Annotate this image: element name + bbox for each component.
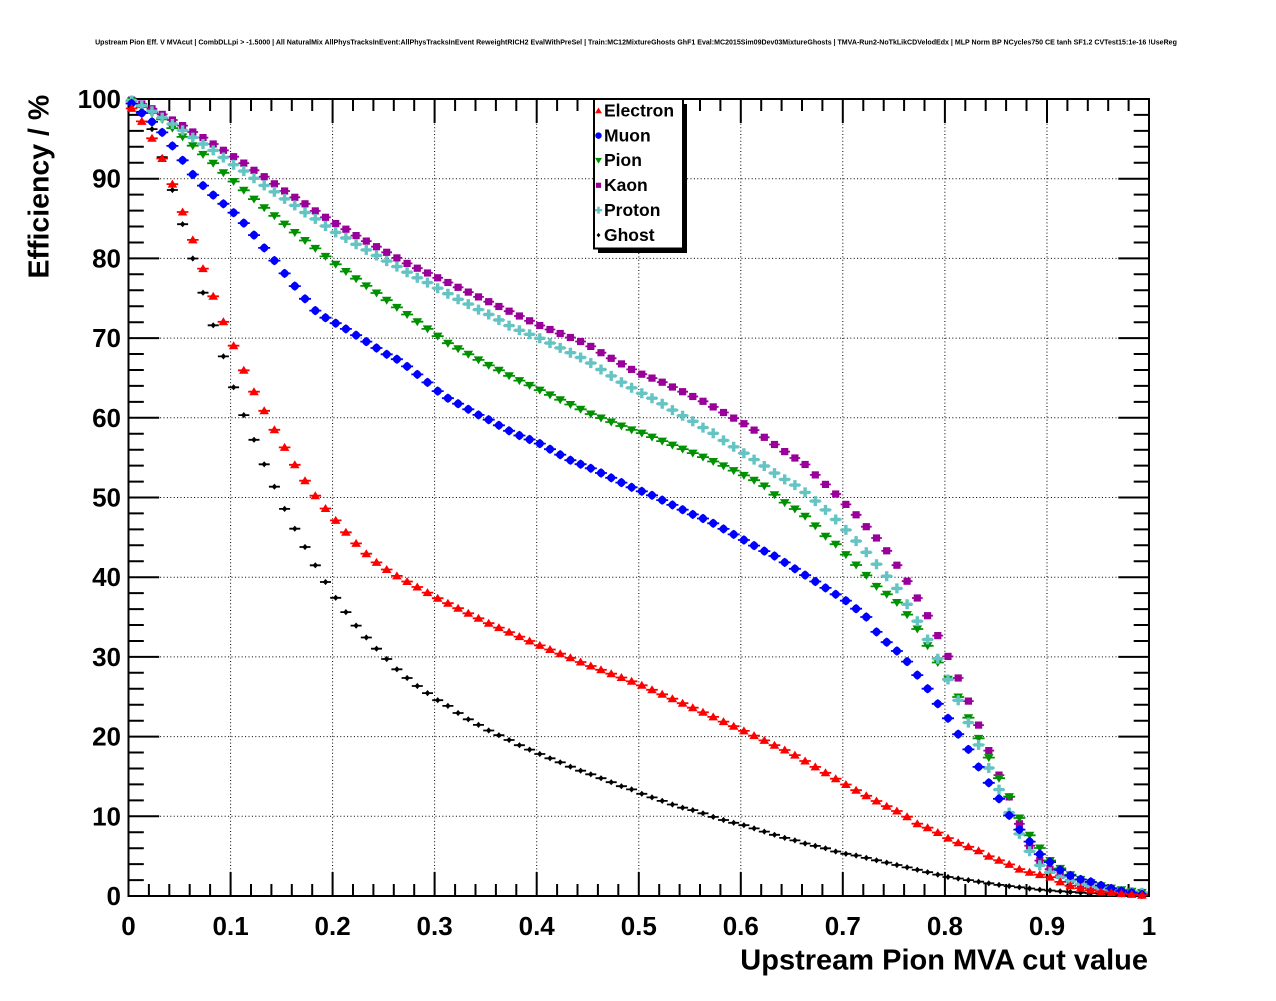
svg-text:Pion: Pion [604,150,642,170]
svg-text:0: 0 [107,881,121,911]
svg-text:0.5: 0.5 [621,911,657,941]
svg-text:Upstream Pion MVA cut value: Upstream Pion MVA cut value [740,945,1148,977]
svg-text:Proton: Proton [604,200,660,220]
svg-text:Electron: Electron [604,100,674,120]
svg-text:70: 70 [92,323,121,353]
svg-text:0.1: 0.1 [213,911,249,941]
svg-text:0.9: 0.9 [1029,911,1065,941]
svg-text:0.3: 0.3 [417,911,453,941]
svg-text:60: 60 [92,403,121,433]
svg-text:90: 90 [92,164,121,194]
svg-text:Upstream Pion Eff. V MVAcut |: Upstream Pion Eff. V MVAcut | CombDLLpi … [95,40,1177,47]
svg-text:Efficiency / %: Efficiency / % [24,95,56,279]
svg-text:50: 50 [92,483,121,513]
svg-text:0.6: 0.6 [723,911,759,941]
svg-text:0: 0 [121,911,135,941]
svg-text:0.8: 0.8 [927,911,963,941]
svg-text:Muon: Muon [604,125,651,145]
svg-text:0.2: 0.2 [315,911,351,941]
svg-text:1: 1 [1142,911,1156,941]
svg-text:0.7: 0.7 [825,911,861,941]
svg-text:Kaon: Kaon [604,175,648,195]
svg-text:80: 80 [92,243,121,273]
svg-text:Ghost: Ghost [604,225,655,245]
svg-text:100: 100 [78,84,121,114]
svg-text:10: 10 [92,801,121,831]
svg-text:0.4: 0.4 [519,911,556,941]
svg-text:20: 20 [92,722,121,752]
svg-text:30: 30 [92,642,121,672]
svg-text:40: 40 [92,562,121,592]
